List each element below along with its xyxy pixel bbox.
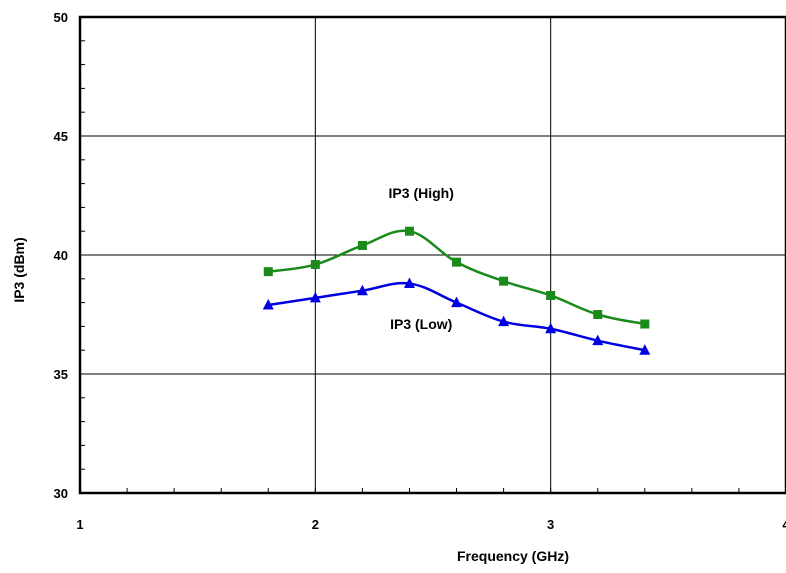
data-point-high [546, 290, 556, 300]
annotations: IP3 (High) IP3 (Low) [389, 185, 454, 332]
data-point-high [593, 310, 603, 319]
grid-lines [80, 17, 786, 493]
tick-labels: 30 35 40 45 50 1 2 3 4 [54, 10, 786, 532]
data-point-low [639, 344, 651, 355]
x-tick-label: 1 [76, 517, 83, 532]
series-annotation: IP3 (High) [389, 185, 454, 201]
data-point-low [309, 291, 321, 303]
series-high [263, 226, 650, 329]
data-point-high [263, 267, 273, 277]
y-tick-label: 40 [54, 248, 68, 263]
data-point-low [403, 277, 415, 289]
x-axis-title: Frequency (GHz) [457, 548, 569, 564]
data-point-high [310, 260, 320, 270]
data-point-high [357, 240, 367, 250]
y-tick-label: 35 [54, 367, 68, 382]
data-point-low [592, 334, 604, 346]
series-layer [262, 226, 651, 355]
x-tick-label: 3 [547, 517, 554, 532]
data-point-low [262, 298, 274, 310]
series-annotation: IP3 (Low) [390, 316, 452, 332]
data-point-high [640, 319, 650, 329]
x-tick-label: 2 [312, 517, 319, 532]
x-tick-label: 4 [782, 517, 786, 532]
data-point-low [356, 284, 368, 296]
series-line-low [268, 281, 646, 352]
y-tick-label: 30 [54, 486, 68, 501]
y-tick-label: 50 [54, 10, 68, 25]
plot-area-frame [78, 15, 786, 495]
data-point-high [499, 276, 509, 286]
series-line-high [268, 229, 646, 326]
data-point-high [404, 226, 414, 236]
y-tick-label: 45 [54, 129, 68, 144]
data-point-low [545, 322, 557, 334]
series-low [262, 277, 651, 355]
data-point-high [452, 257, 462, 267]
data-point-low [451, 296, 463, 308]
data-point-low [498, 315, 510, 327]
y-axis-title: IP3 (dBm) [11, 237, 27, 302]
